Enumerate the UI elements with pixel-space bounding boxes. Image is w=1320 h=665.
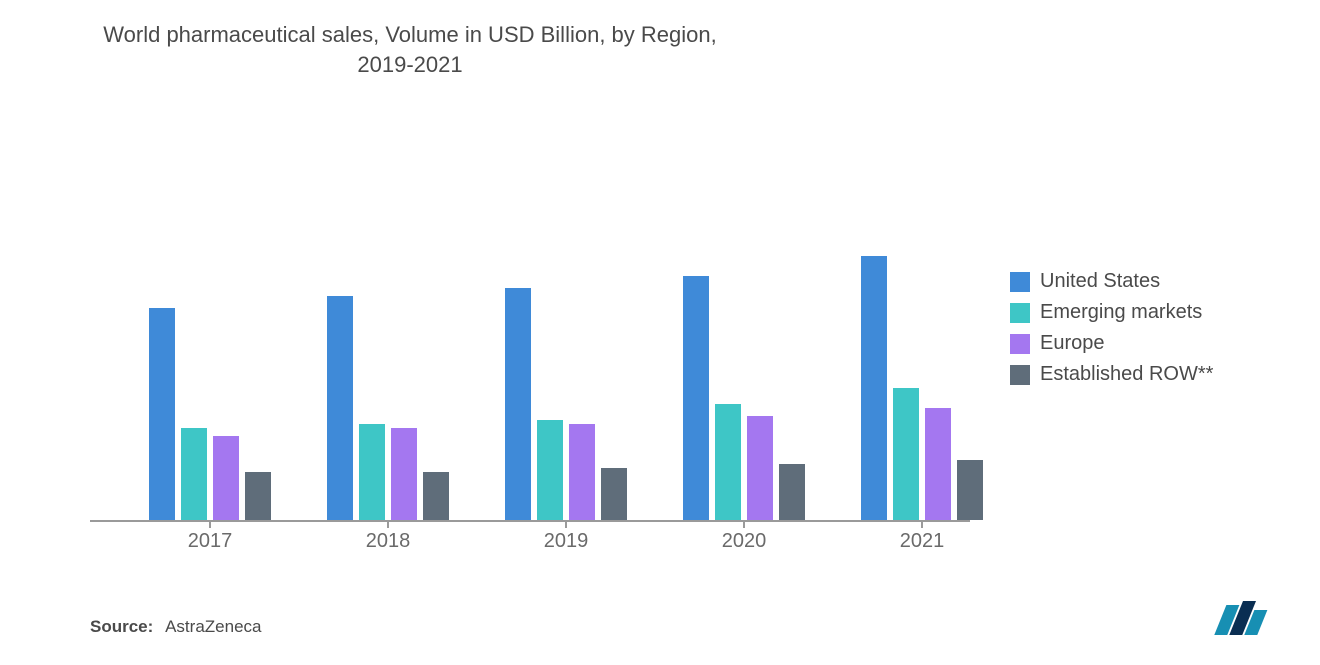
plot-area: 20172018201920202021 bbox=[90, 120, 970, 522]
bar bbox=[391, 428, 417, 520]
legend-item: Europe bbox=[1010, 332, 1213, 355]
legend-swatch bbox=[1010, 365, 1030, 385]
bar bbox=[957, 460, 983, 520]
legend-label: Emerging markets bbox=[1040, 301, 1202, 324]
legend-item: Emerging markets bbox=[1010, 301, 1213, 324]
x-axis-label: 2021 bbox=[862, 530, 982, 553]
bar bbox=[569, 424, 595, 520]
legend-item: United States bbox=[1010, 270, 1213, 293]
legend-label: United States bbox=[1040, 270, 1160, 293]
bar bbox=[893, 388, 919, 520]
bar bbox=[149, 308, 175, 520]
chart-container: World pharmaceutical sales, Volume in US… bbox=[0, 0, 1320, 665]
bar bbox=[601, 468, 627, 520]
brand-logo bbox=[1210, 601, 1272, 640]
bar bbox=[537, 420, 563, 520]
chart-title-line-1: World pharmaceutical sales, Volume in US… bbox=[103, 22, 716, 47]
source-label: Source: bbox=[90, 617, 153, 636]
bar bbox=[925, 408, 951, 520]
bar bbox=[181, 428, 207, 520]
bar bbox=[715, 404, 741, 520]
x-axis-label: 2017 bbox=[150, 530, 270, 553]
x-axis-label: 2018 bbox=[328, 530, 448, 553]
year-group-2021 bbox=[861, 120, 983, 520]
legend-label: Established ROW** bbox=[1040, 363, 1213, 386]
source-value: AstraZeneca bbox=[165, 617, 261, 636]
x-tick bbox=[387, 520, 389, 528]
bar bbox=[245, 472, 271, 520]
legend-swatch bbox=[1010, 303, 1030, 323]
legend-swatch bbox=[1010, 334, 1030, 354]
legend-label: Europe bbox=[1040, 332, 1105, 355]
x-tick bbox=[565, 520, 567, 528]
x-tick bbox=[209, 520, 211, 528]
x-tick bbox=[921, 520, 923, 528]
year-group-2017 bbox=[149, 120, 271, 520]
bar bbox=[747, 416, 773, 520]
bar bbox=[423, 472, 449, 520]
bar bbox=[505, 288, 531, 520]
bar bbox=[359, 424, 385, 520]
logo-icon bbox=[1210, 601, 1272, 635]
legend-item: Established ROW** bbox=[1010, 363, 1213, 386]
bar bbox=[779, 464, 805, 520]
legend: United States Emerging markets Europe Estab… bbox=[1010, 270, 1213, 394]
bar bbox=[683, 276, 709, 520]
bar bbox=[327, 296, 353, 520]
legend-swatch bbox=[1010, 272, 1030, 292]
x-tick bbox=[743, 520, 745, 528]
chart-title: World pharmaceutical sales, Volume in US… bbox=[0, 20, 820, 79]
source-line: Source: AstraZeneca bbox=[90, 617, 261, 637]
year-group-2019 bbox=[505, 120, 627, 520]
chart-title-line-2: 2019-2021 bbox=[357, 52, 462, 77]
year-group-2018 bbox=[327, 120, 449, 520]
x-axis-label: 2019 bbox=[506, 530, 626, 553]
bar bbox=[861, 256, 887, 520]
year-group-2020 bbox=[683, 120, 805, 520]
x-axis-label: 2020 bbox=[684, 530, 804, 553]
bar bbox=[213, 436, 239, 520]
